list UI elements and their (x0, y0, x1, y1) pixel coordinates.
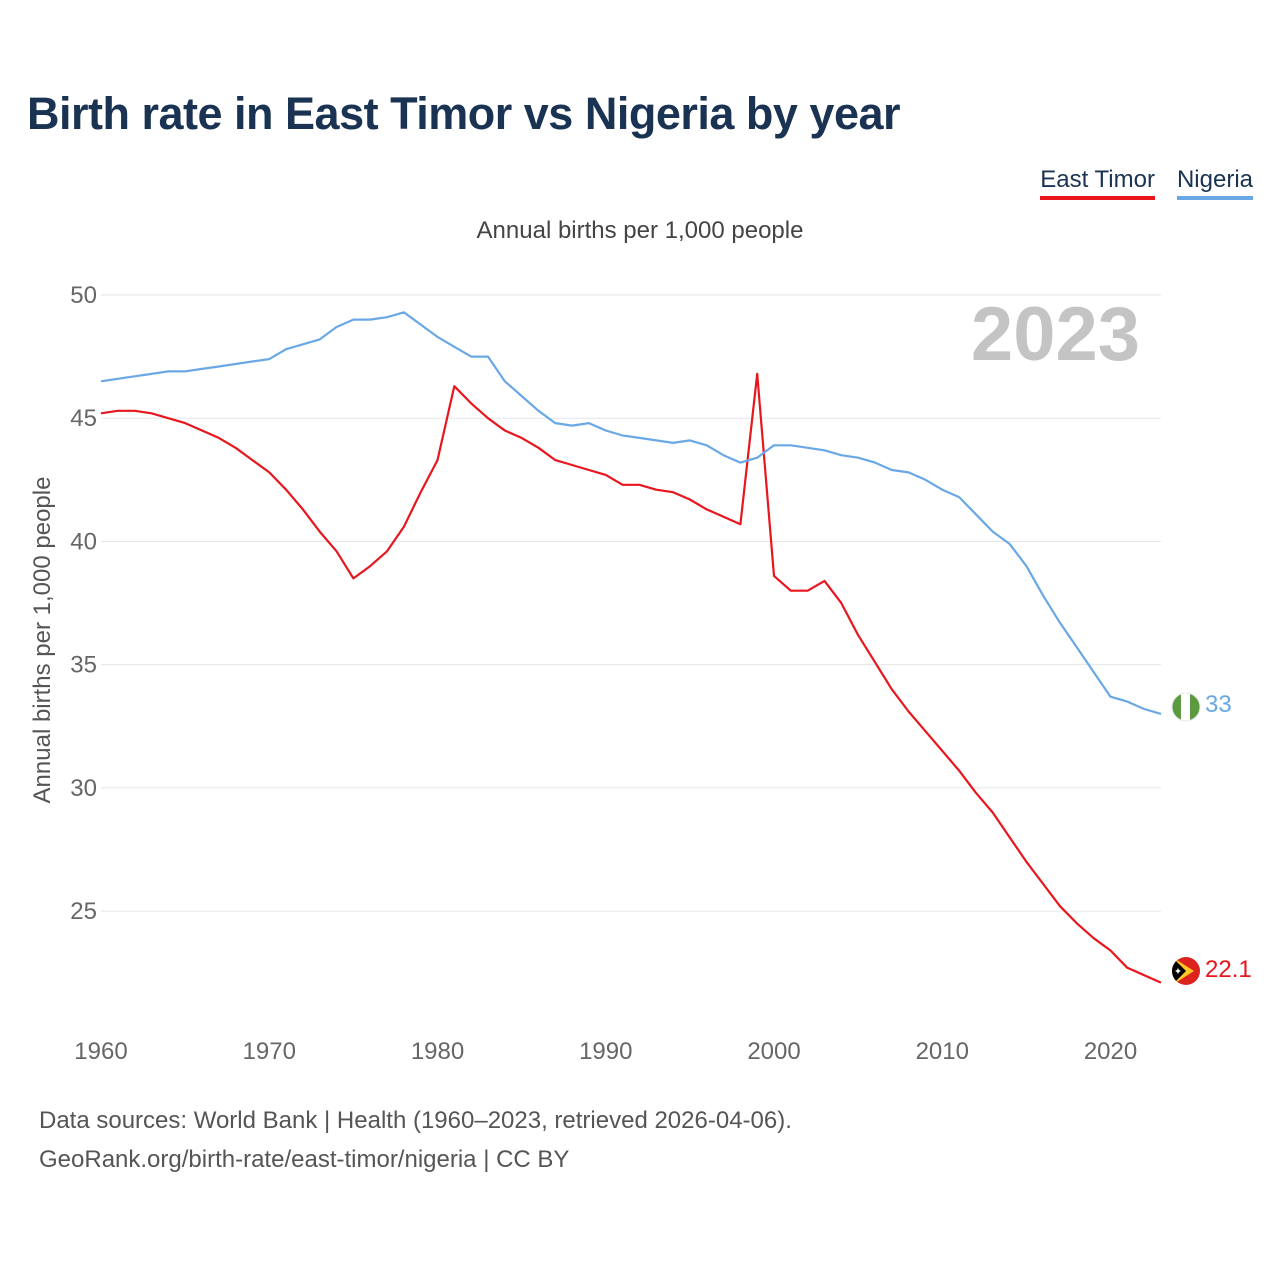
series-line-east-timor[interactable] (100, 372, 1162, 984)
nigeria-flag-icon (1172, 693, 1200, 721)
legend: East Timor Nigeria (1040, 166, 1253, 200)
x-tick-label: 2010 (916, 1038, 969, 1065)
x-tick-label: 1970 (243, 1038, 296, 1065)
nigeria-end-label: 33 (1205, 691, 1232, 718)
x-tick-label: 1990 (579, 1038, 632, 1065)
legend-item-east-timor[interactable]: East Timor (1040, 166, 1155, 200)
source-link[interactable]: GeoRank.org/birth-rate/east-timor/nigeri… (39, 1146, 570, 1173)
x-tick-label: 2000 (747, 1038, 800, 1065)
series-lines (100, 311, 1162, 984)
y-tick-label: 50 (70, 282, 97, 309)
y-tick-label: 45 (70, 405, 97, 432)
chart-subtitle: Annual births per 1,000 people (476, 217, 804, 244)
legend-item-nigeria[interactable]: Nigeria (1176, 166, 1253, 200)
x-tick-label: 1960 (74, 1038, 127, 1065)
y-tick-label: 30 (70, 775, 97, 802)
data-sources: Data sources: World Bank | Health (1960–… (39, 1107, 792, 1134)
east-timor-flag-icon (1172, 957, 1200, 985)
y-axis-ticks: 25 30 35 40 45 50 (70, 282, 97, 925)
chart-title: Birth rate in East Timor vs Nigeria by y… (27, 88, 901, 139)
year-watermark: 2023 (971, 292, 1140, 377)
x-axis-ticks: 1960 1970 1980 1990 2000 2010 2020 (74, 1038, 1137, 1065)
x-tick-label: 1980 (411, 1038, 464, 1065)
east-timor-end-label: 22.1 (1205, 956, 1252, 983)
series-line-nigeria[interactable] (100, 311, 1162, 715)
x-tick-label: 2020 (1084, 1038, 1137, 1065)
y-tick-label: 25 (70, 898, 97, 925)
y-tick-label: 35 (70, 652, 97, 679)
nigeria-flag-border (1171, 692, 1201, 722)
gridlines (101, 294, 1161, 912)
y-tick-label: 40 (70, 528, 97, 555)
